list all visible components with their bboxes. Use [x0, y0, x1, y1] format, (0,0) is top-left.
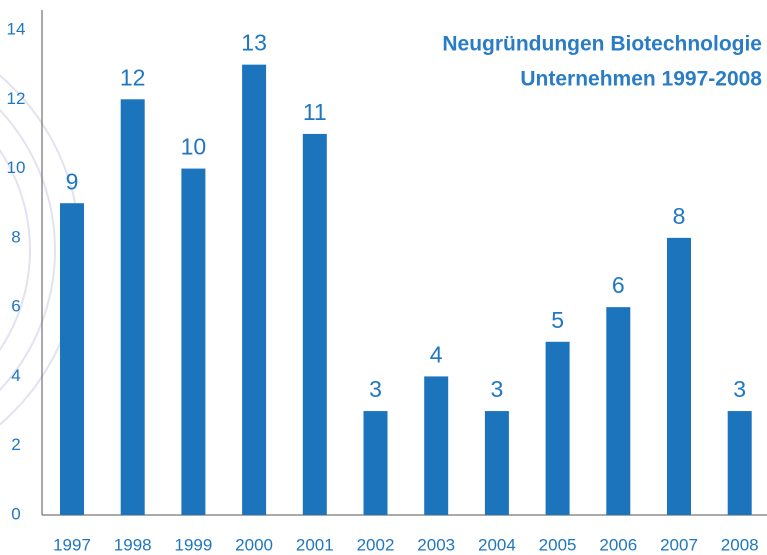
value-label: 3 — [491, 376, 504, 402]
value-label: 10 — [181, 134, 207, 160]
x-tick-label: 2001 — [296, 535, 334, 554]
chart-title: Unternehmen 1997-2008 — [520, 68, 762, 91]
x-tick-label: 2006 — [599, 535, 637, 554]
value-label: 9 — [66, 168, 79, 194]
x-tick-label: 2005 — [539, 535, 577, 554]
value-label: 4 — [430, 342, 443, 368]
value-label: 13 — [241, 30, 267, 56]
y-tick-label: 8 — [11, 227, 20, 246]
x-tick-label: 2002 — [357, 535, 395, 554]
x-tick-label: 2008 — [721, 535, 759, 554]
x-tick-label: 1999 — [174, 535, 212, 554]
bar — [120, 99, 145, 516]
bar — [424, 376, 449, 515]
bar — [484, 411, 509, 515]
value-label: 3 — [369, 376, 382, 402]
value-label: 3 — [733, 376, 746, 402]
x-tick-label: 2000 — [235, 535, 273, 554]
bar — [302, 133, 327, 515]
x-tick-label: 1997 — [53, 535, 91, 554]
value-label: 6 — [612, 272, 625, 298]
x-tick-label: 2007 — [660, 535, 698, 554]
bar — [606, 307, 631, 515]
bar — [727, 411, 752, 515]
y-tick-label: 12 — [7, 89, 26, 108]
y-tick-label: 2 — [11, 435, 20, 454]
bar — [545, 341, 570, 515]
value-label: 12 — [120, 64, 146, 90]
bar — [242, 64, 267, 516]
y-tick-label: 14 — [7, 19, 26, 38]
bar — [60, 203, 84, 515]
bar — [667, 237, 691, 515]
x-tick-label: 2004 — [478, 535, 516, 554]
bar — [181, 168, 206, 516]
x-tick-label: 2003 — [417, 535, 455, 554]
value-label: 11 — [303, 99, 327, 125]
chart-title: Neugründungen Biotechnologie — [442, 33, 762, 56]
y-tick-label: 10 — [7, 158, 26, 177]
y-tick-label: 6 — [11, 297, 20, 316]
x-tick-label: 1998 — [114, 535, 152, 554]
y-tick-label: 0 — [11, 504, 20, 523]
y-tick-label: 4 — [11, 366, 20, 385]
value-label: 8 — [673, 203, 686, 229]
bar — [363, 411, 388, 515]
value-label: 5 — [551, 307, 564, 333]
